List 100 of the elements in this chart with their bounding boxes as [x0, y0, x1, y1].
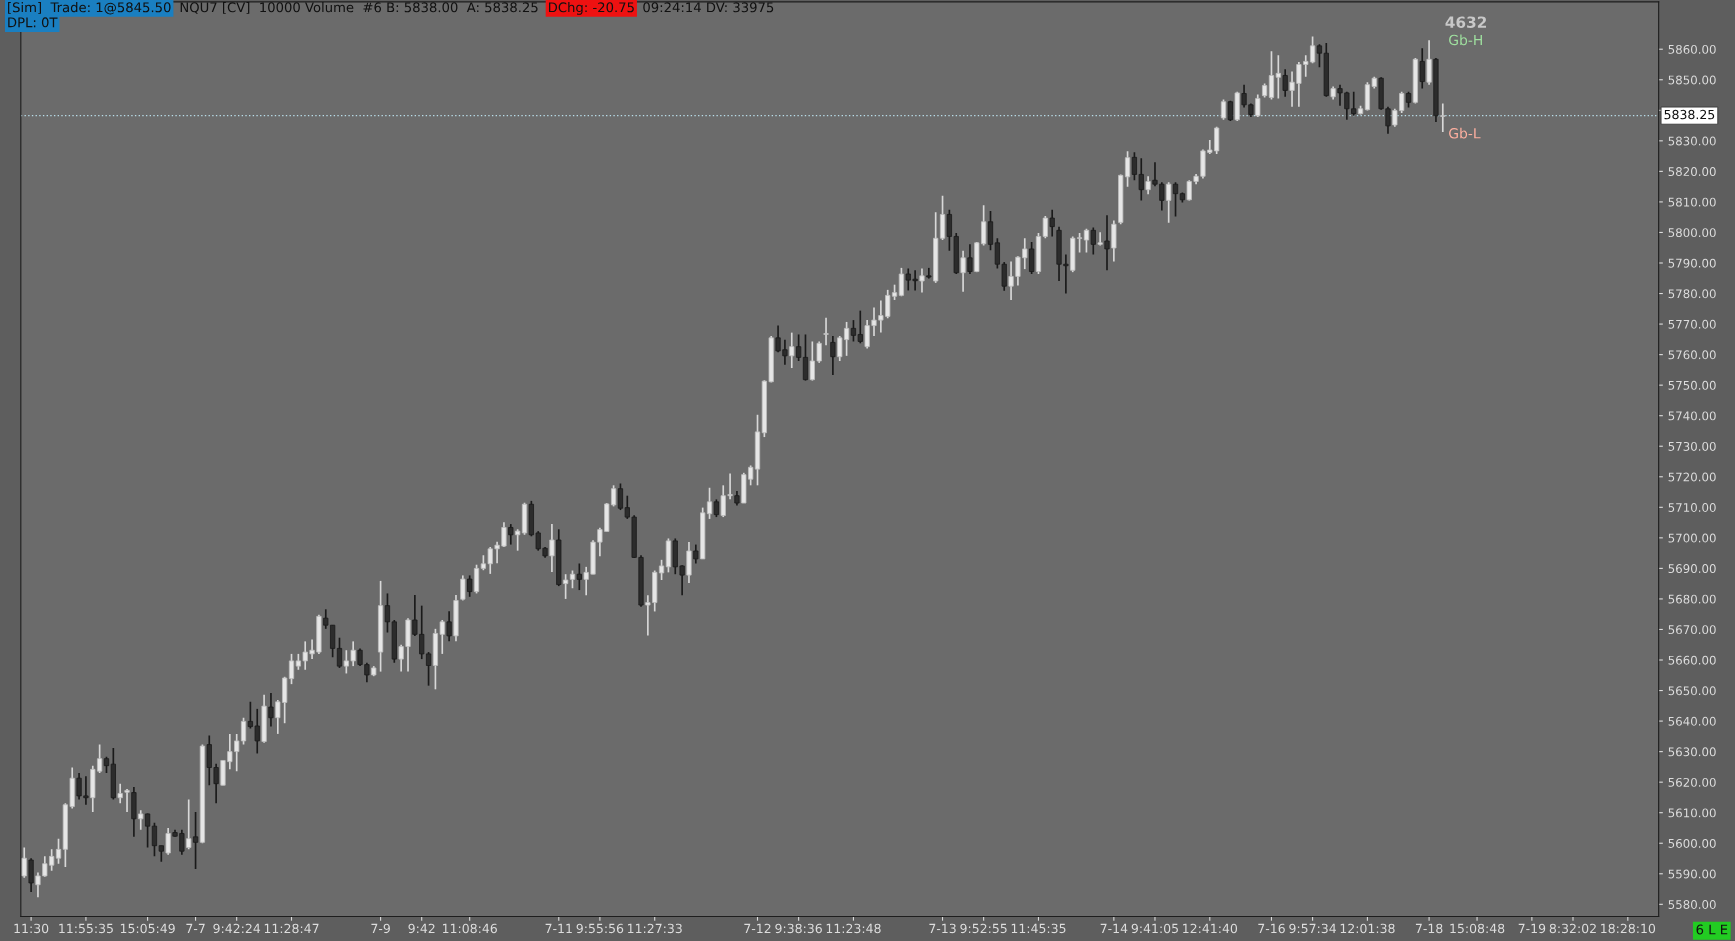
annotation: Gb-H	[1449, 34, 1482, 46]
y-tick-label: 5750.00	[1668, 380, 1716, 390]
candlestick	[693, 543, 699, 565]
y-tick-label: 5730.00	[1668, 441, 1716, 451]
x-tick-label: 7-14	[1100, 923, 1128, 933]
candlestick	[515, 528, 521, 552]
y-tick-label: 5770.00	[1668, 319, 1716, 329]
candlestick	[1255, 93, 1261, 118]
annotation: NQU7 [CV] 10000 Volume #6 B: 5838.00 A: 5838.25	[180, 2, 538, 14]
x-tick-label: 7-12	[744, 923, 771, 933]
candlestick	[1097, 231, 1103, 247]
candlestick	[288, 653, 295, 685]
candlestick	[1104, 214, 1110, 272]
x-tick-label: 8:32:02	[1549, 923, 1596, 934]
candlestick	[960, 249, 966, 293]
x-tick-label: 11:45:35	[1011, 923, 1066, 934]
candlestick	[467, 574, 473, 598]
y-tick-label: 5810.00	[1668, 197, 1716, 207]
candlestick	[1426, 39, 1432, 86]
y-tick-label: 5650.00	[1668, 686, 1716, 696]
candlestick	[563, 573, 569, 600]
y-tick-label: 5610.00	[1668, 808, 1716, 818]
x-tick-label: 7-18	[1415, 923, 1443, 934]
y-tick-label: 5680.00	[1668, 594, 1716, 604]
candlestick	[1049, 209, 1055, 238]
x-tick-label: 15:05:49	[120, 923, 175, 934]
y-tick-label: 5630.00	[1668, 747, 1716, 757]
x-tick-label: 7-11	[545, 923, 572, 933]
x-tick-label: 9:42:24	[213, 923, 261, 934]
candlestick	[1220, 98, 1227, 121]
candlestick	[830, 335, 836, 376]
candlestick	[1145, 175, 1151, 196]
candlestick	[138, 809, 144, 831]
x-tick-label: 9:52:55	[960, 923, 1007, 934]
y-tick-label: 5640.00	[1668, 716, 1716, 726]
candlestick	[165, 827, 171, 856]
candlestick	[446, 610, 452, 643]
candlestick	[28, 857, 34, 893]
y-tick-label: 5600.00	[1668, 838, 1716, 848]
x-tick-label: 11:23:48	[826, 923, 881, 934]
candlestick	[117, 782, 123, 805]
x-tick-label: 7-16	[1258, 923, 1285, 934]
candlestick	[21, 846, 27, 879]
candlestick	[124, 788, 130, 813]
y-tick-label: 5700.00	[1668, 533, 1716, 543]
annotation: 09:24:14 DV: 33975	[643, 2, 774, 13]
y-tick-label: 5820.00	[1668, 167, 1716, 177]
y-tick-label: 5580.00	[1668, 900, 1716, 909]
candlestick	[823, 316, 829, 346]
y-tick-label: 5740.00	[1668, 411, 1716, 421]
y-tick-label: 5670.00	[1668, 625, 1716, 635]
candlestick	[1172, 181, 1179, 218]
candlestick	[473, 563, 480, 595]
candlestick	[192, 811, 199, 870]
x-tick-label: 9:38:36	[775, 923, 822, 934]
y-tick-label: 5720.00	[1668, 472, 1716, 482]
ref-line-label: 5838.25	[1664, 109, 1715, 120]
x-tick-label: 11:27:33	[628, 923, 682, 934]
candlestick	[576, 562, 582, 591]
candlestick	[987, 210, 994, 252]
x-tick-label: 11:08:46	[442, 923, 497, 934]
candlestick	[336, 636, 343, 669]
candlestick	[1166, 181, 1172, 224]
candlestick	[508, 523, 514, 546]
candlestick	[144, 812, 151, 849]
y-tick-label: 5590.00	[1668, 869, 1716, 879]
x-tick-label: 9:41:05	[1131, 923, 1178, 934]
x-tick-label: 7-7	[186, 923, 205, 933]
candlestick	[898, 267, 905, 298]
annotation: Gb-L	[1449, 127, 1481, 139]
y-tick-label: 5620.00	[1668, 777, 1716, 787]
annotation: [Sim] Trade: 1@5845.50	[8, 2, 171, 15]
y-tick-label: 5860.00	[1668, 44, 1716, 54]
x-tick-label: 9:42	[408, 923, 435, 934]
candlestick	[789, 331, 795, 369]
x-tick-label: 9:57:34	[1289, 923, 1336, 934]
y-tick-label: 5800.00	[1668, 228, 1716, 238]
x-tick-label: 12:41:40	[1183, 923, 1238, 934]
y-tick-label: 5660.00	[1668, 655, 1716, 665]
candlestick	[802, 333, 809, 382]
x-tick-label: 11:28:47	[264, 923, 319, 934]
candlestick	[1419, 47, 1425, 90]
candlestick	[1282, 68, 1288, 98]
x-tick-label: 7-19	[1518, 923, 1546, 934]
candlestick	[1083, 227, 1090, 254]
candlestick	[1090, 226, 1096, 256]
candlestick	[1029, 241, 1035, 275]
x-tick-label: 12:01:38	[1340, 923, 1395, 934]
x-tick-label: 11:30	[14, 923, 49, 934]
candlestick	[967, 243, 973, 275]
candlestick	[460, 574, 466, 602]
x-tick-label: 7-13	[929, 923, 956, 934]
x-tick-label: 15:08:48	[1450, 923, 1505, 934]
annotation: 4632	[1445, 16, 1487, 28]
candlestick	[1440, 102, 1446, 133]
candlestick	[549, 523, 555, 573]
x-tick-label: 18:28:10	[1601, 923, 1656, 934]
x-tick-label: 9:55:56	[576, 923, 624, 934]
candlestick	[186, 798, 192, 851]
y-tick-label: 5690.00	[1668, 564, 1716, 574]
